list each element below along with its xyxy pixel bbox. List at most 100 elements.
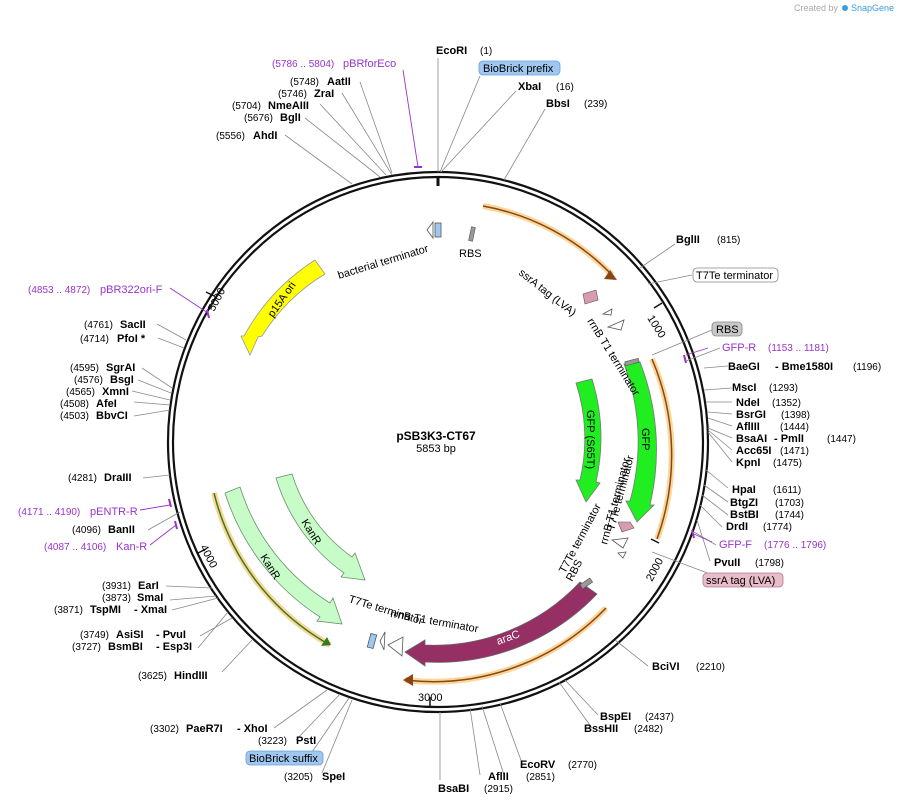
svg-text:(4281): (4281): [68, 473, 97, 484]
svg-text:ssrA tag (LVA): ssrA tag (LVA): [706, 575, 775, 587]
primer-marks: [139, 69, 713, 546]
tick-label-5000: 5000: [206, 286, 228, 313]
svg-text:(2210): (2210): [696, 662, 725, 673]
svg-text:(5746): (5746): [278, 89, 307, 100]
svg-text:(1776 .. 1796): (1776 .. 1796): [764, 540, 826, 551]
svg-text:(4761): (4761): [84, 320, 113, 331]
svg-text:(4171 .. 4190): (4171 .. 4190): [18, 507, 80, 518]
site-labels: EcoRI (1) XbaI (16) BbsI (239) BglII (81…: [54, 45, 881, 795]
site-psti: PstI: [296, 735, 316, 747]
credit-prefix: Created by: [794, 3, 839, 13]
svg-text:(3302): (3302): [150, 724, 179, 735]
svg-text:BioBrick suffix: BioBrick suffix: [249, 753, 318, 765]
svg-text:T7Te terminator: T7Te terminator: [696, 270, 773, 282]
primer-pbrforeco: pBRforEco: [343, 58, 396, 70]
site-afliii: AflIII: [736, 421, 760, 433]
site-zrai: ZraI: [314, 88, 334, 100]
orf-arrowhead-top: [604, 270, 617, 280]
svg-text:(3749): (3749): [80, 630, 109, 641]
svg-text:(16): (16): [556, 82, 574, 93]
svg-text:(2770): (2770): [568, 760, 597, 771]
svg-text:(1475): (1475): [773, 458, 802, 469]
site-nmeaiii: NmeAIII: [268, 100, 309, 112]
site-ecorv: EcoRV: [520, 759, 556, 771]
inner-small-features: [366, 220, 640, 657]
site-spei: SpeI: [322, 771, 345, 783]
site-ndei: NdeI: [736, 397, 760, 409]
svg-text:(1153 .. 1181): (1153 .. 1181): [768, 343, 829, 354]
svg-text:(4853 .. 4872): (4853 .. 4872): [28, 285, 90, 296]
svg-text:(1293): (1293): [769, 383, 798, 394]
svg-text:- Esp3I: - Esp3I: [156, 641, 192, 653]
svg-text:(4508): (4508): [60, 399, 89, 410]
tick-label-3000: 3000: [418, 692, 442, 704]
svg-text:(5556): (5556): [216, 131, 245, 142]
tick-marks: 1000 2000 3000 4000 5000: [197, 286, 668, 706]
box-ssra-tag: [702, 572, 784, 588]
svg-text:- PvuI: - PvuI: [156, 629, 186, 641]
site-hpai: HpaI: [732, 484, 756, 496]
orf-arrowhead-left: [321, 637, 331, 646]
site-bcivi: BciVI: [652, 661, 680, 673]
svg-text:(4096): (4096): [72, 525, 101, 536]
svg-text:(1471): (1471): [780, 446, 809, 457]
svg-text:- XmaI: - XmaI: [134, 604, 167, 616]
site-ecori: EcoRI: [436, 45, 467, 57]
feature-kanr-inner: [275, 473, 366, 581]
svg-text:(4565): (4565): [66, 387, 95, 398]
svg-text:(4503): (4503): [60, 411, 89, 422]
leader-lines: [131, 58, 733, 780]
svg-text:BioBrick prefix: BioBrick prefix: [483, 63, 554, 75]
site-aatii: AatII: [327, 76, 351, 88]
plasmid-length: 5853 bp: [416, 443, 456, 455]
svg-text:(3873): (3873): [102, 593, 131, 604]
svg-text:(1703): (1703): [775, 498, 804, 509]
svg-text:- XhoI: - XhoI: [237, 723, 268, 735]
site-xmni: XmnI: [102, 386, 129, 398]
snapgene-logo-icon: [842, 5, 848, 11]
boxed-labels: BioBrick prefix T7Te terminator RBS ssrA…: [245, 60, 784, 766]
site-ahdi: AhdI: [253, 130, 277, 142]
feature-label-gfp: GFP: [639, 428, 651, 451]
feature-gfp-s65t: [575, 378, 602, 503]
site-bglii: BglII: [676, 234, 700, 246]
site-eari: EarI: [138, 580, 159, 592]
svg-text:(1744): (1744): [775, 510, 804, 521]
primer-pbr322ori-f: pBR322ori-F: [100, 284, 163, 296]
site-kpni: KpnI: [736, 457, 760, 469]
site-bgli: BglI: [280, 112, 301, 124]
site-paer7i: PaeR7I: [186, 723, 223, 735]
label-rbs-top: RBS: [459, 248, 482, 260]
site-xbai: XbaI: [518, 81, 541, 93]
svg-text:(1196): (1196): [853, 362, 881, 373]
svg-text:(2915): (2915): [484, 784, 513, 795]
feature-gfp: [623, 361, 657, 523]
svg-text:(4595): (4595): [70, 363, 99, 374]
svg-text:(1): (1): [480, 46, 492, 57]
site-pvuii: PvuII: [714, 557, 740, 569]
site-baegi: BaeGI: [728, 361, 760, 373]
svg-text:(1352): (1352): [772, 398, 801, 409]
svg-text:(3871): (3871): [54, 605, 83, 616]
site-bsabi: BsaBI: [438, 783, 469, 795]
orf-arrowhead-bottom: [403, 674, 413, 686]
site-hindiii: HindIII: [174, 670, 208, 682]
tick-label-4000: 4000: [197, 543, 219, 570]
primer-gfp-r: GFP-R: [722, 342, 756, 354]
svg-text:(1444): (1444): [780, 422, 809, 433]
site-aflii: AflII: [488, 771, 509, 783]
site-acc65i: Acc65I: [736, 445, 771, 457]
site-afei: AfeI: [96, 398, 117, 410]
box-rbs: [711, 321, 743, 337]
site-asisi: AsiSI: [116, 629, 144, 641]
label-bacterial-terminator: bacterial terminator: [336, 243, 430, 282]
svg-text:(5676): (5676): [244, 113, 273, 124]
box-biobrick-prefix: [478, 60, 561, 76]
site-btgzi: BtgZI: [730, 497, 758, 509]
svg-text:(3625): (3625): [138, 671, 167, 682]
svg-text:(1398): (1398): [781, 410, 810, 421]
tick-label-1000: 1000: [644, 313, 667, 340]
svg-text:(1611): (1611): [773, 485, 801, 496]
site-smai: SmaI: [137, 592, 163, 604]
